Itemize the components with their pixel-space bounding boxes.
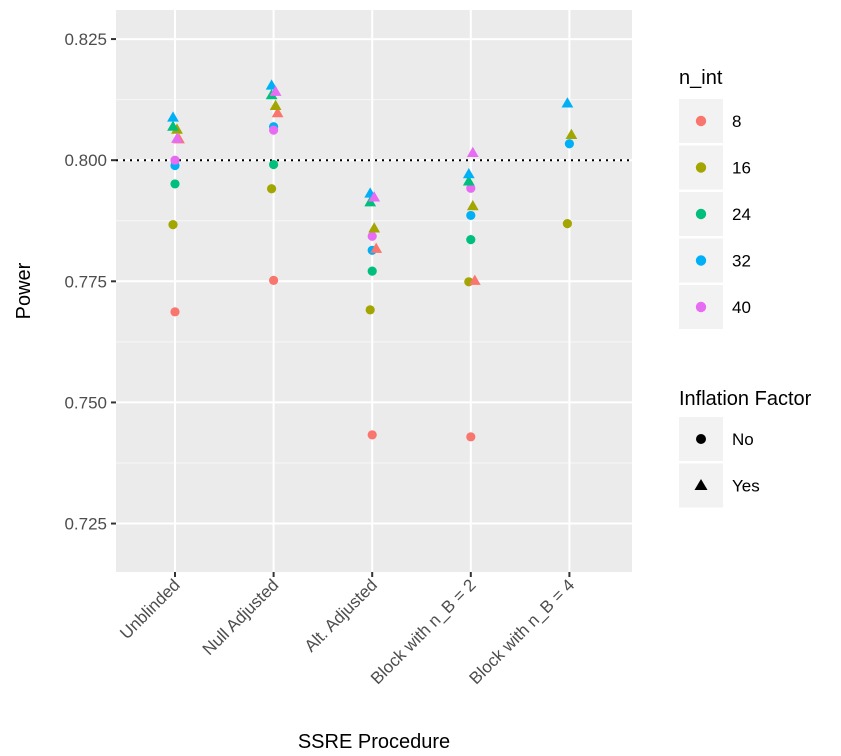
x-tick-label: Null Adjusted — [199, 575, 283, 659]
data-point-triangle — [269, 85, 282, 96]
data-point-triangle — [368, 222, 381, 233]
shape-legend-triangle — [694, 479, 708, 491]
y-tick-label: 0.725 — [64, 515, 107, 534]
data-point-triangle — [462, 168, 475, 179]
y-tick-label: 0.775 — [64, 272, 107, 291]
x-tick-label: Block with n_B = 4 — [466, 575, 579, 688]
x-tick-label: Unblinded — [116, 575, 184, 643]
data-point-circle — [170, 179, 180, 189]
data-point-triangle — [466, 146, 479, 157]
y-tick-label: 0.750 — [64, 393, 107, 412]
shape-legend: Inflation Factor No Yes — [679, 388, 812, 508]
y-tick-label: 0.825 — [64, 30, 107, 49]
data-point-circle — [562, 219, 573, 229]
data-points — [167, 79, 578, 442]
data-point-circle — [170, 307, 180, 317]
color-legend-label: 40 — [732, 298, 751, 317]
color-legend-swatch — [695, 162, 707, 173]
data-point-triangle — [265, 79, 278, 90]
color-legend-swatch — [695, 255, 707, 266]
data-point-triangle — [271, 106, 284, 118]
color-legend-label: 16 — [732, 159, 751, 178]
data-point-triangle — [462, 175, 475, 186]
color-legend: n_int 8 16 24 32 40 — [679, 67, 751, 329]
data-point-circle — [466, 235, 476, 245]
color-legend-title: n_int — [679, 67, 723, 89]
color-legend-swatch — [695, 301, 707, 313]
x-axis-title: SSRE Procedure — [298, 731, 450, 753]
data-point-circle — [365, 305, 375, 315]
data-point-triangle — [468, 274, 481, 285]
data-point-circle — [466, 183, 476, 193]
y-axis-title: Power — [13, 262, 35, 319]
color-legend-label: 32 — [732, 252, 751, 271]
x-tick-label: Block with n_B = 2 — [367, 575, 480, 688]
data-point-triangle — [167, 120, 179, 131]
y-axis: 0.725 0.750 0.775 0.800 0.825 — [64, 30, 116, 534]
data-point-triangle — [370, 242, 383, 253]
shape-legend-circle — [696, 434, 706, 444]
minor-gridlines — [116, 99, 632, 464]
shape-legend-title: Inflation Factor — [679, 388, 812, 410]
data-point-circle — [170, 155, 180, 165]
color-legend-label: 8 — [732, 112, 741, 131]
data-point-triangle — [269, 99, 282, 110]
data-point-circle — [367, 231, 377, 241]
data-point-circle — [168, 220, 178, 230]
x-tick-label: Alt. Adjusted — [301, 575, 381, 655]
data-point-circle — [267, 184, 277, 194]
color-legend-swatch — [695, 115, 707, 127]
data-point-triangle — [171, 132, 183, 143]
data-point-triangle — [167, 111, 179, 122]
shape-legend-label: Yes — [732, 477, 760, 496]
data-point-triangle — [368, 191, 381, 202]
x-axis: Unblinded Null Adjusted Alt. AdjustedBlock… — [116, 572, 578, 688]
color-legend-label: 24 — [732, 205, 751, 224]
shape-legend-label: No — [732, 430, 754, 449]
data-point-circle — [564, 139, 575, 149]
data-point-triangle — [466, 200, 479, 211]
data-point-circle — [367, 430, 377, 440]
data-point-circle — [269, 125, 279, 135]
color-legend-swatch — [695, 208, 707, 220]
data-point-circle — [466, 210, 476, 221]
y-tick-label: 0.800 — [64, 151, 107, 170]
data-point-circle — [269, 159, 279, 170]
plot-panel — [116, 10, 632, 572]
data-point-triangle — [565, 128, 578, 140]
data-point-circle — [466, 432, 476, 442]
data-point-circle — [269, 275, 279, 285]
data-point-circle — [367, 266, 377, 276]
data-point-triangle — [561, 97, 574, 108]
